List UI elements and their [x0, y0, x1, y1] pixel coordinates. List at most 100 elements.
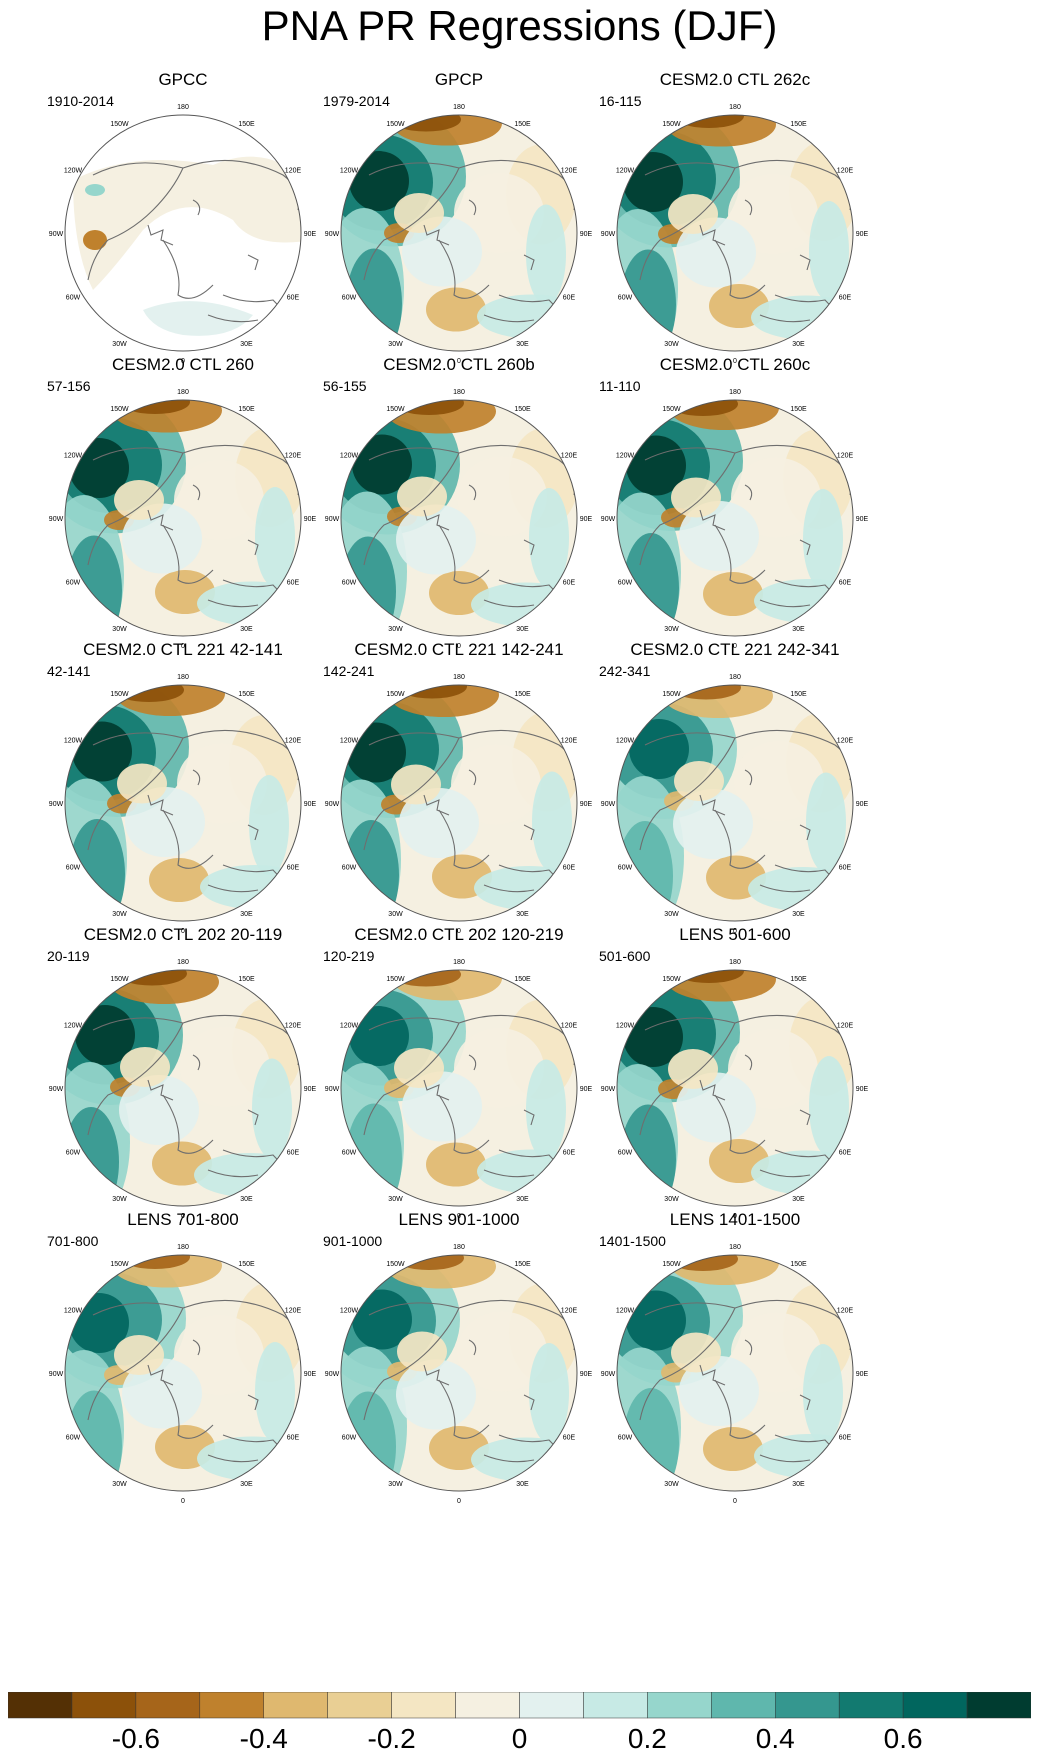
longitude-label: 120W [64, 738, 83, 745]
field-anomaly [676, 217, 756, 288]
field-anomaly [731, 1312, 821, 1393]
longitude-label: 0 [733, 643, 737, 650]
coastline [438, 1094, 490, 1154]
longitude-label: 150W [662, 121, 681, 128]
colorbar-tick-label: 0.4 [756, 1723, 795, 1752]
longitude-label: 60W [66, 865, 81, 872]
map-panel: GPCP 180 150E 120E 90E 60E 30E 0 30W 60W 90W 120W 15… [309, 70, 609, 370]
field-anomaly [532, 771, 572, 872]
coastline [744, 1339, 753, 1356]
field-anomaly [177, 743, 267, 824]
longitude-label: 90E [580, 1371, 593, 1378]
longitude-label: 90W [325, 801, 340, 808]
coastline [192, 1339, 201, 1356]
longitude-label: 90E [856, 1086, 869, 1093]
coastline [699, 224, 726, 246]
colorbar-swatch [8, 1692, 73, 1719]
longitude-label: 180 [453, 674, 465, 681]
longitude-label: 30E [516, 911, 529, 918]
longitude-label: 90W [49, 1086, 64, 1093]
longitude-label: 120E [837, 738, 854, 745]
coastline [483, 1454, 535, 1463]
coastline [147, 509, 174, 531]
polar-map: 180 150E 120E 90E 60E 30E 0 30W 60W 90W 120W 150W [325, 389, 593, 650]
field-anomaly [399, 788, 479, 858]
map-boundary [64, 1254, 302, 1492]
longitude-label: 150E [514, 976, 531, 983]
coastline [483, 599, 535, 608]
longitude-label: 120E [561, 1308, 578, 1315]
field-anomaly [806, 772, 846, 873]
map-panel: CESM2.0 CTL 221 242-341 180 150E 120E 90E 60E… [585, 640, 885, 940]
longitude-label: 120E [837, 168, 854, 175]
panel-title: GPCP [434, 70, 484, 89]
field-anomaly [676, 1072, 756, 1143]
polar-map: 180 150E 120E 90E 60E 30E 0 30W 60W 90W 120W 150W [49, 104, 317, 365]
coastline [147, 1364, 174, 1386]
longitude-label: 180 [729, 959, 741, 966]
panel-title: CESM2.0 CTL 221 42-141 [83, 640, 283, 659]
longitude-label: 90E [580, 231, 593, 238]
field-anomaly [426, 1142, 486, 1187]
longitude-label: 90E [856, 231, 869, 238]
longitude-label: 150E [790, 121, 807, 128]
field-anomaly [526, 1059, 566, 1160]
coastline [759, 1454, 811, 1463]
coastline [147, 794, 174, 816]
colorbar-swatch [263, 1692, 328, 1719]
longitude-label: 30W [664, 911, 679, 918]
coastline [483, 884, 535, 893]
coastline [759, 884, 811, 893]
longitude-label: 90W [601, 801, 616, 808]
polar-map: 180 150E 120E 90E 60E 30E 0 30W 60W 90W 120W 150W [601, 674, 869, 935]
longitude-label: 120E [285, 168, 302, 175]
map-panel: CESM2.0 CTL 202 120-219 180 150E 120E 90E 60E… [309, 925, 609, 1225]
longitude-label: 120E [285, 1023, 302, 1030]
coastline [468, 1339, 477, 1356]
map-boundary [340, 399, 578, 637]
field-anomaly [529, 488, 569, 588]
longitude-label: 150E [514, 406, 531, 413]
colorbar-swatch [647, 1692, 712, 1719]
panel-year-range: 56-155 [323, 378, 367, 394]
colorbar: -0.6 -0.4 -0.2 0 0.2 0.4 0.6 [8, 1692, 1031, 1752]
colorbar-swatch [966, 1692, 1031, 1719]
field-anomaly [120, 1047, 170, 1087]
longitude-label: 90W [601, 1086, 616, 1093]
longitude-label: 60E [563, 865, 576, 872]
panel-year-range: 1401-1500 [599, 1233, 666, 1249]
field-anomaly [122, 1358, 202, 1429]
longitude-label: 120E [561, 168, 578, 175]
colorbar-tick-label: 0 [512, 1723, 528, 1752]
longitude-label: 150E [238, 406, 255, 413]
longitude-label: 60W [618, 865, 633, 872]
coastline [799, 539, 811, 556]
map-boundary [616, 684, 854, 922]
longitude-label: 150E [790, 691, 807, 698]
panel-title: CESM2.0 CTL 221 242-341 [630, 640, 840, 659]
field-anomaly [809, 1056, 849, 1156]
field-anomaly [125, 787, 205, 857]
map-panel: CESM2.0 CTL 262c 180 150E 120E 90E 60E 30E 0 30W… [585, 70, 885, 370]
coastline [799, 1109, 811, 1126]
longitude-label: 60W [66, 580, 81, 587]
map-boundary [340, 1254, 578, 1492]
longitude-label: 60E [839, 295, 852, 302]
longitude-label: 60W [618, 580, 633, 587]
longitude-label: 60W [618, 1435, 633, 1442]
longitude-label: 120E [285, 1308, 302, 1315]
longitude-label: 150E [790, 976, 807, 983]
field-anomaly [394, 193, 444, 233]
field-anomaly [679, 1356, 759, 1426]
longitude-label: 60E [287, 865, 300, 872]
longitude-label: 120E [285, 738, 302, 745]
longitude-label: 180 [729, 1244, 741, 1251]
field-anomaly [668, 1049, 718, 1089]
map-boundary [64, 399, 302, 637]
colorbar-swatch [838, 1692, 904, 1719]
coastline [247, 1394, 259, 1411]
coastline [162, 809, 214, 869]
coastline [744, 769, 753, 786]
map-panel: CESM2.0 CTL 260 180 150E 120E 90E 60E 30E 0 30W 6… [33, 355, 333, 655]
longitude-label: 150E [238, 691, 255, 698]
